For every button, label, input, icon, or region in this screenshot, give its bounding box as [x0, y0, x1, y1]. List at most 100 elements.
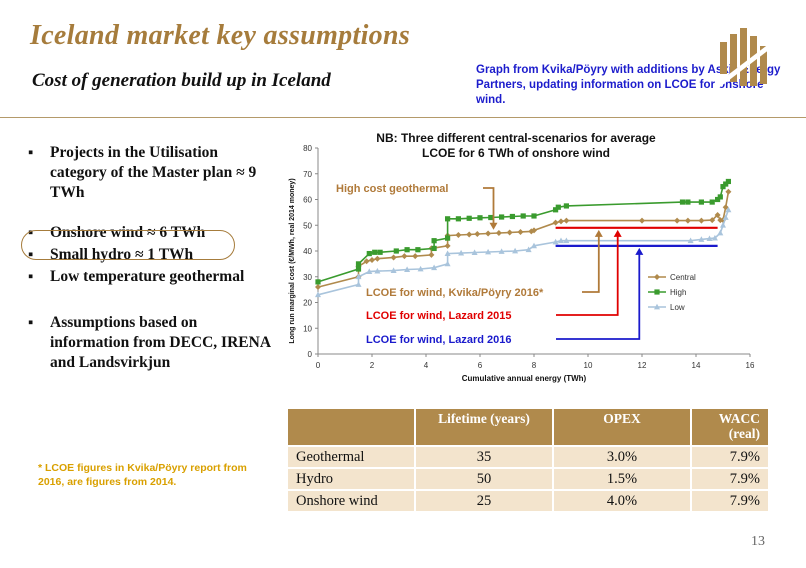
data-point — [372, 249, 378, 255]
legend-label-high: High — [670, 288, 686, 297]
annotation-arrowhead — [635, 247, 644, 255]
legend-label-low: Low — [670, 303, 685, 312]
y-tick-label: 50 — [303, 221, 312, 230]
data-point — [445, 216, 451, 222]
table-cell: 7.9% — [690, 489, 768, 511]
x-tick-label: 2 — [370, 361, 375, 370]
table-row: Geothermal 35 3.0% 7.9% — [288, 445, 768, 468]
y-tick-label: 40 — [303, 247, 312, 256]
assumptions-table-wrap: Lifetime (years) OPEX WACC (real) Geothe… — [288, 409, 768, 511]
data-point — [498, 248, 505, 254]
data-point — [531, 242, 537, 249]
annotation-kvika-poyry: LCOE for wind, Kvika/Pöyry 2016* — [366, 287, 544, 299]
data-point — [698, 236, 705, 242]
data-point — [709, 199, 715, 205]
data-point — [458, 249, 465, 256]
table-cell: 1.5% — [552, 467, 691, 490]
data-point — [715, 196, 721, 203]
table-row: Hydro 50 1.5% 7.9% — [288, 467, 768, 490]
annotation-arrow — [556, 253, 641, 340]
data-point — [654, 274, 660, 280]
data-point — [639, 217, 645, 224]
table-cell: 3.0% — [552, 445, 691, 468]
data-point — [415, 247, 421, 253]
y-tick-label: 70 — [303, 170, 312, 179]
data-point — [315, 279, 321, 285]
data-point — [509, 213, 515, 220]
data-point — [517, 228, 524, 235]
data-point — [390, 267, 397, 273]
data-point — [720, 222, 726, 228]
x-tick-label: 0 — [316, 361, 321, 370]
bullet-item: Low temperature geothermal — [28, 267, 278, 287]
data-point — [428, 251, 435, 258]
annotation-high-cost-geothermal: High cost geothermal — [336, 183, 448, 195]
chart-title-line-2: LCOE for 6 TWh of onshore wind — [422, 146, 610, 160]
data-point — [709, 217, 716, 224]
data-point — [722, 204, 729, 211]
chart-annotations: High cost geothermal LCOE for wind, Kvika… — [336, 183, 718, 346]
data-point — [355, 281, 362, 287]
data-point — [563, 237, 570, 244]
data-point — [684, 217, 691, 224]
data-point — [374, 267, 381, 274]
table-cell: Onshore wind — [288, 489, 415, 511]
data-point — [471, 249, 478, 255]
annotation-arrow — [556, 235, 619, 316]
y-tick-label: 20 — [303, 299, 312, 308]
data-point — [555, 204, 561, 210]
data-point — [393, 248, 399, 254]
x-tick-label: 12 — [638, 361, 647, 370]
data-point — [525, 246, 532, 253]
table-cell: 35 — [414, 445, 553, 468]
chart-axes: 0 10 20 30 40 50 60 70 80 0 2 4 6 8 10 12 14 16 Cumulative… — [289, 144, 755, 383]
x-tick-label: 14 — [692, 361, 701, 370]
data-point — [455, 232, 462, 239]
x-tick-label: 8 — [532, 361, 537, 370]
data-point — [485, 230, 492, 237]
table-header-row: Lifetime (years) OPEX WACC (real) — [288, 409, 768, 446]
page-subtitle: Cost of generation build up in Iceland — [32, 70, 331, 91]
data-point — [466, 215, 472, 221]
footnote: * LCOE figures in Kvika/Pöyry report fro… — [38, 462, 247, 488]
data-point — [444, 260, 451, 267]
legend-label-central: Central — [670, 273, 696, 282]
data-point — [717, 194, 723, 200]
data-point — [374, 255, 381, 262]
chart-legend: Central High Low — [648, 273, 696, 312]
annotation-lazard-2015: LCOE for wind, Lazard 2015 — [366, 310, 511, 322]
x-tick-label: 6 — [478, 361, 483, 370]
y-tick-label: 10 — [303, 324, 312, 333]
data-point — [720, 184, 726, 190]
data-point — [685, 199, 691, 205]
data-point — [355, 273, 362, 280]
x-tick-label: 4 — [424, 361, 429, 370]
source-note: Graph from Kvika/Pöyry with additions by… — [476, 64, 781, 106]
table-cell: 50 — [414, 467, 553, 490]
annotation-arrow — [483, 187, 495, 224]
data-point — [466, 231, 473, 238]
chart-series — [315, 178, 732, 298]
table-cell: 25 — [414, 489, 553, 511]
annotation-arrowhead — [613, 229, 622, 237]
lcoe-chart: NB: Three different central-scenarios fo… — [289, 131, 755, 383]
page-number: 13 — [751, 534, 765, 549]
header-divider — [0, 117, 806, 118]
data-point — [725, 206, 732, 213]
data-point — [563, 217, 570, 224]
data-point — [563, 203, 569, 209]
data-point — [687, 237, 694, 244]
data-point — [520, 213, 526, 219]
data-point — [531, 227, 537, 234]
data-point — [444, 250, 451, 256]
highlight-circle — [21, 230, 235, 260]
table-row: Onshore wind 25 4.0% 7.9% — [288, 489, 768, 511]
annotation-arrow — [582, 235, 600, 293]
data-point — [431, 245, 437, 252]
data-point — [512, 247, 519, 254]
data-point — [431, 264, 438, 271]
x-tick-label: 10 — [584, 361, 593, 370]
data-point — [706, 235, 713, 242]
data-point — [431, 238, 437, 244]
data-point — [499, 214, 505, 220]
